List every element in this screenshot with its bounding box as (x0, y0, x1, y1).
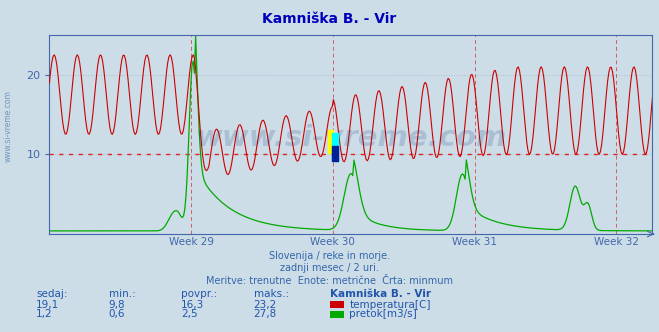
Text: Meritve: trenutne  Enote: metrične  Črta: minmum: Meritve: trenutne Enote: metrične Črta: … (206, 276, 453, 286)
Text: pretok[m3/s]: pretok[m3/s] (349, 309, 417, 319)
Text: 2,5: 2,5 (181, 309, 198, 319)
Text: Week 30: Week 30 (310, 237, 355, 247)
Text: www.si-vreme.com: www.si-vreme.com (3, 90, 13, 162)
Text: 16,3: 16,3 (181, 300, 204, 310)
Text: Kamniška B. - Vir: Kamniška B. - Vir (330, 289, 430, 299)
Bar (328, 130, 333, 153)
Text: 9,8: 9,8 (109, 300, 125, 310)
Text: maks.:: maks.: (254, 289, 289, 299)
Text: Slovenija / reke in morje.: Slovenija / reke in morje. (269, 251, 390, 261)
Bar (332, 146, 337, 161)
Text: temperatura[C]: temperatura[C] (349, 300, 431, 310)
Text: 23,2: 23,2 (254, 300, 277, 310)
Text: 19,1: 19,1 (36, 300, 59, 310)
Text: Week 31: Week 31 (452, 237, 497, 247)
Text: min.:: min.: (109, 289, 136, 299)
Text: povpr.:: povpr.: (181, 289, 217, 299)
Text: zadnji mesec / 2 uri.: zadnji mesec / 2 uri. (280, 263, 379, 273)
Text: www.si-vreme.com: www.si-vreme.com (195, 124, 507, 152)
Text: Kamniška B. - Vir: Kamniška B. - Vir (262, 12, 397, 26)
Text: Week 29: Week 29 (169, 237, 214, 247)
Text: sedaj:: sedaj: (36, 289, 68, 299)
Text: 0,6: 0,6 (109, 309, 125, 319)
Text: 1,2: 1,2 (36, 309, 53, 319)
Bar (332, 133, 337, 161)
Text: 27,8: 27,8 (254, 309, 277, 319)
Text: Week 32: Week 32 (594, 237, 639, 247)
